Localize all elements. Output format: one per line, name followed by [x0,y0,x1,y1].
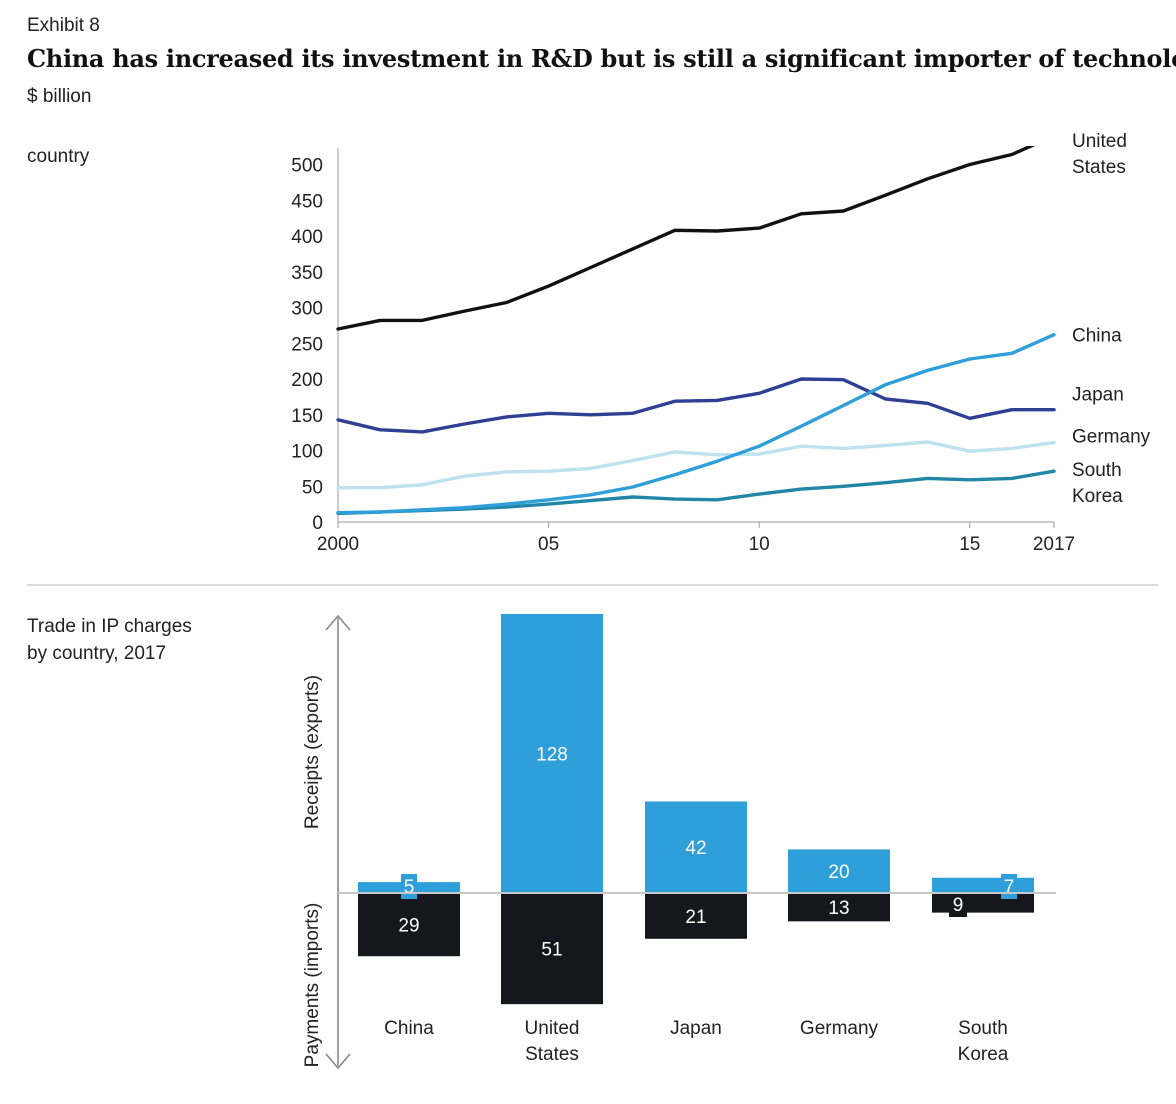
series-label-germany-line1: Germany [1072,427,1151,448]
category-label-united-states-line1: United [525,1018,580,1039]
bar-panel-label-line1: Trade in IP charges [27,616,192,637]
category-label-germany-line1: Germany [800,1018,879,1039]
payments-value-germany: 13 [828,898,849,919]
series-label-japan-line1: Japan [1072,385,1124,406]
payments-value-united-states: 51 [541,940,562,961]
category-label-south-korea-line1: South [958,1018,1008,1039]
receipts-axis-label: Receipts (exports) [302,675,323,829]
series-line-china [336,333,1056,515]
y-tick-label-350: 350 [291,263,323,284]
series-label-united-states-line1: United [1072,131,1127,152]
payments-value-japan: 21 [685,907,706,928]
y-tick-label-250: 250 [291,334,323,355]
y-tick-label-450: 450 [291,191,323,212]
down-arrow-head-icon [325,1053,351,1070]
bar-panel-label: Trade in IP charges by country, 2017 [27,613,192,667]
bar-panel-label-line2: by country, 2017 [27,643,167,664]
x-tick-label-2017: 2017 [1033,534,1075,555]
exhibit-number: Exhibit 8 [27,15,100,36]
x-tick-label-10: 10 [749,534,770,555]
payments-value-south-korea: 9 [953,895,964,916]
receipts-bar-germany [788,849,890,893]
series-line-japan [336,377,1056,434]
category-label-japan-line1: Japan [670,1018,722,1039]
y-tick-label-150: 150 [291,406,323,427]
receipts-value-china: 5 [404,877,415,898]
payments-bar-united-states [501,893,603,1005]
category-label-south-korea-line2: Korea [958,1044,1009,1065]
receipts-bar-japan [645,801,747,893]
receipts-bar-south-korea [932,877,1034,893]
series-line-germany [336,440,1056,490]
y-tick-label-0: 0 [312,513,323,534]
unit-label: $ billion [27,86,92,107]
x-tick-label-05: 05 [538,534,559,555]
payments-bar-germany [788,893,890,922]
y-tick-label-50: 50 [302,477,323,498]
line-panel-label: country [27,146,90,167]
receipts-bar-united-states [501,613,603,893]
receipts-value-united-states: 128 [536,744,568,765]
series-label-south-korea-line1: South [1072,460,1122,481]
y-tick-label-300: 300 [291,299,323,320]
x-tick-label-2000: 2000 [317,534,359,555]
y-tick-label-500: 500 [291,156,323,177]
x-tick-label-15: 15 [959,534,980,555]
category-label-united-states-line2: States [525,1044,579,1065]
payments-bar-japan [645,893,747,939]
receipts-value-japan: 42 [685,838,706,859]
y-tick-label-400: 400 [291,227,323,248]
y-tick-label-100: 100 [291,442,323,463]
series-lines [336,146,1056,516]
series-label-china-line1: China [1072,326,1122,347]
up-arrow-head-icon [325,614,351,631]
series-line-united-states [336,146,1036,331]
series-label-united-states-line2: States [1072,157,1126,178]
chart-title: China has increased its investment in R&… [27,44,1176,73]
ip-charges-bar-chart: Receipts (exports) Payments (imports) 5 29 C… [302,613,1056,1070]
payments-value-box-south-korea [949,893,967,917]
category-label-china-line1: China [384,1018,434,1039]
payments-value-china: 29 [398,916,419,937]
receipts-value-germany: 20 [828,862,849,883]
rd-investment-line-chart: 0 50 100 150 200 250 300 350 400 450 500 2000 05 10 15… [291,131,1150,555]
receipts-value-south-korea: 7 [1004,877,1015,898]
payments-bar-south-korea [932,893,1034,913]
series-label-south-korea-line2: Korea [1072,486,1123,507]
y-tick-label-200: 200 [291,370,323,391]
payments-axis-label: Payments (imports) [302,903,323,1068]
payments-bar-china [358,893,460,957]
